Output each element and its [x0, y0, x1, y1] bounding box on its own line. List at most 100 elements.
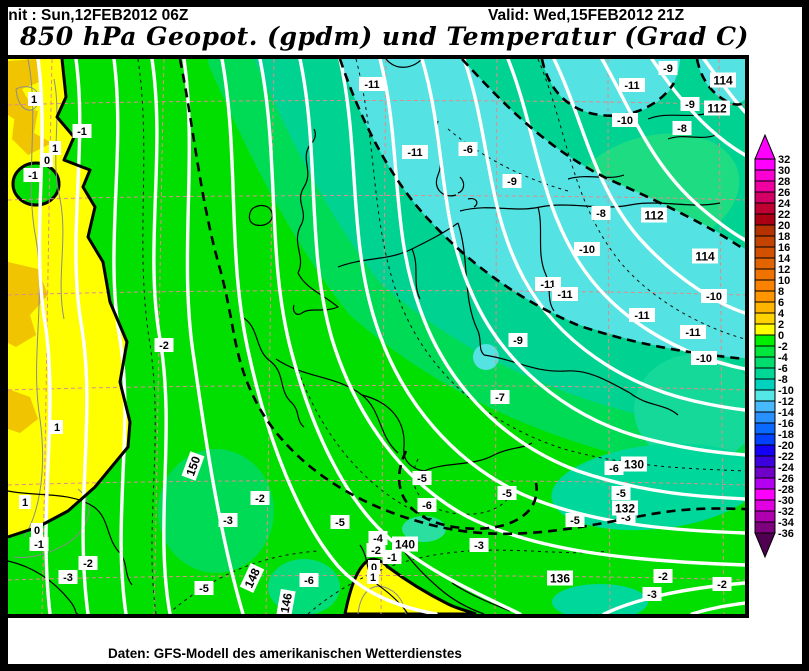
- temperature-label-text: -10: [579, 244, 595, 256]
- geopotential-label: 132: [612, 500, 638, 516]
- graticule-line: [494, 59, 498, 614]
- temperature-label: -9: [680, 97, 700, 111]
- geopotential-label-box: [704, 100, 730, 116]
- temperature-label: -5: [565, 513, 585, 527]
- geopotential-label-text: 146: [278, 592, 295, 614]
- geopotential-label-box: [181, 451, 205, 481]
- colorbar-tick-label: 28: [778, 176, 790, 188]
- temperature-label-text: -6: [609, 463, 619, 475]
- colorbar-arrow-down: [754, 532, 776, 559]
- colorbar-cell: [754, 345, 776, 358]
- colorbar-cell: [754, 455, 776, 468]
- temperature-label-box: [330, 515, 350, 529]
- colorbar-tick-label: -34: [778, 517, 795, 529]
- temperature-label-text: -7: [495, 392, 505, 404]
- coastline: [361, 394, 425, 472]
- colorbar-cell: [754, 488, 776, 501]
- coastline: [451, 582, 511, 612]
- temperature-label: -11: [629, 308, 655, 322]
- page: Init : Sun,12FEB2012 06Z Valid: Wed,15FE…: [8, 7, 802, 664]
- temperature-label-text: -10: [696, 353, 712, 365]
- colorbar-tick-label: 26: [778, 187, 790, 199]
- colorbar-tick-label: -28: [778, 484, 794, 496]
- coastline: [667, 134, 717, 140]
- colorbar-arrow-up: [754, 133, 776, 160]
- geopotential-label-text: 132: [615, 501, 635, 515]
- coastline: [459, 202, 721, 212]
- temperature-label: -1: [29, 537, 49, 551]
- geopotential-contour: [220, 59, 438, 614]
- colorbar-tick-label: -32: [778, 506, 794, 518]
- footer-line-source: Daten: GFS-Modell des amerikanischen Wet…: [108, 646, 462, 661]
- temperature-label-box: [508, 333, 528, 347]
- temperature-label: -10: [574, 242, 600, 256]
- temperature-fill-blob: [551, 443, 745, 531]
- temperature-label-box: [658, 61, 678, 75]
- temperature-label-box: [701, 289, 727, 303]
- temperature-label-box: [154, 338, 174, 352]
- colorbar-tick-label: -10: [778, 385, 794, 397]
- coastline: [483, 354, 631, 394]
- geopotential-label-text: 112: [707, 101, 727, 115]
- temperature-label-box: [250, 491, 270, 505]
- geopotential-contour: [258, 59, 522, 614]
- temperature-label: -5: [611, 486, 631, 500]
- temperature-label: -10: [701, 289, 727, 303]
- colorbar-cell: [754, 521, 776, 534]
- isotherm-minor-dashed: [167, 550, 319, 614]
- colorbar-tick-label: 24: [778, 198, 791, 210]
- coastline: [457, 176, 465, 194]
- geopotential-contour: [182, 59, 245, 614]
- map-frame: 1 -1 1 0 -1 -11 -11 -6 -9 -9 -11 -9 -10 -8 -8 -10 -11 -11…: [8, 55, 749, 618]
- temperature-label-box: [194, 581, 214, 595]
- geopotential-contour: [690, 601, 745, 614]
- temperature-label-text: -1: [34, 539, 44, 551]
- temperature-label: -5: [330, 515, 350, 529]
- temperature-label-text: -5: [570, 515, 580, 527]
- geopotential-label: 140: [392, 536, 418, 552]
- geopotential-contour: [420, 59, 745, 457]
- temperature-label-box: [72, 124, 92, 138]
- colorbar-tick-label: 12: [778, 264, 790, 276]
- footer-credits: Daten: GFS-Modell des amerikanischen Wet…: [108, 611, 462, 664]
- weather-map: 1-110-1-11-11 -6-9-9-11-9-10-8-8-10-11-11…: [8, 59, 745, 614]
- colorbar-cell: [754, 213, 776, 226]
- colorbar-tick-label: -36: [778, 528, 794, 540]
- coastline: [537, 206, 555, 312]
- temperature-label-box: [612, 113, 638, 127]
- colorbar-cell: [754, 202, 776, 215]
- geopotential-label: 150: [181, 451, 205, 481]
- geopotential-label-text: 114: [713, 73, 733, 87]
- temperature-fill-blob: [473, 344, 499, 370]
- temperature-label: -5: [497, 486, 517, 500]
- temperature-label-box: [382, 550, 402, 564]
- temperature-label: -8: [591, 206, 611, 220]
- temperature-label-box: [619, 78, 645, 92]
- temperature-label-box: [565, 513, 585, 527]
- temperature-label: -5: [412, 471, 432, 485]
- colorbar-cell: [754, 290, 776, 303]
- temperature-label: -11: [619, 78, 645, 92]
- geopotential-label: 136: [547, 570, 573, 586]
- temperature-label: -2: [78, 556, 98, 570]
- temperature-label: 0: [31, 523, 43, 537]
- temperature-label-box: [299, 573, 319, 587]
- colorbar-cell: [754, 378, 776, 391]
- colorbar-cell: [754, 323, 776, 336]
- temperature-label: 0: [41, 153, 53, 167]
- colorbar-tick-label: 22: [778, 209, 790, 221]
- colorbar-tick-label: -22: [778, 451, 794, 463]
- temperature-label: -2: [653, 569, 673, 583]
- temperature-label: -11: [552, 287, 578, 301]
- temperature-label: -5: [194, 581, 214, 595]
- temperature-label-text: -11: [634, 310, 649, 322]
- colorbar-cell: [754, 411, 776, 424]
- temperature-label: -9: [502, 174, 522, 188]
- graticule-line: [8, 480, 745, 486]
- coastline: [567, 174, 625, 180]
- colorbar-cell: [754, 257, 776, 270]
- colorbar-tick-label: 32: [778, 154, 790, 166]
- colorbar-cell: [754, 477, 776, 490]
- temperature-label: 1: [19, 495, 31, 509]
